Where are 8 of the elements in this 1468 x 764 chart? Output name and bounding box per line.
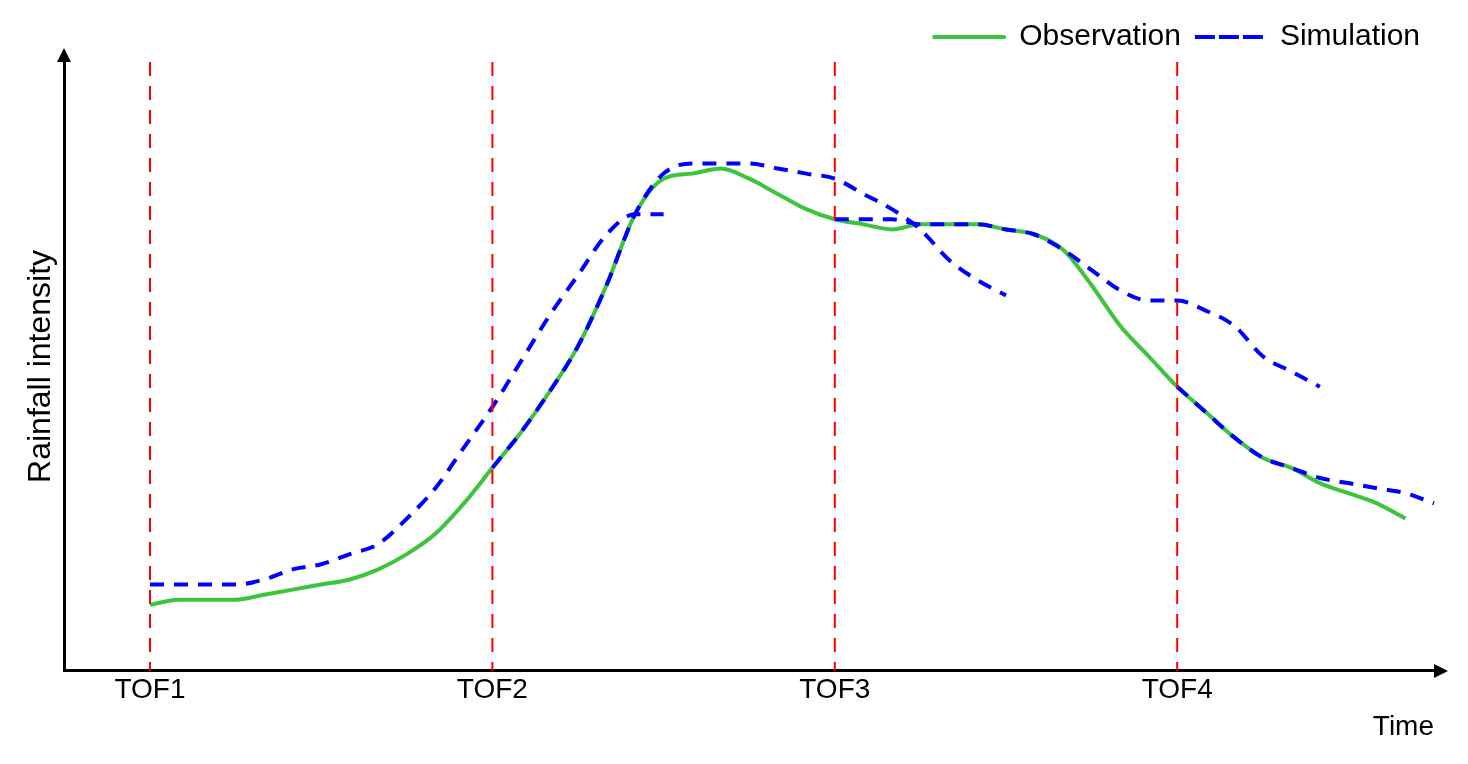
y-axis-title: Rainfall intensity [21, 249, 58, 483]
x-tick-label: TOF2 [456, 673, 528, 705]
x-tick-label: TOF1 [114, 673, 186, 705]
x-axis-title: Time [1372, 709, 1434, 741]
legend-label: Observation [1019, 18, 1181, 52]
legend-label: Simulation [1279, 18, 1421, 52]
x-tick-label: TOF4 [1141, 673, 1213, 705]
x-tick-label: TOF3 [799, 673, 871, 705]
